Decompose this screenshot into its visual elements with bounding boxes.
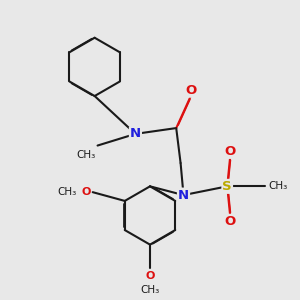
Text: CH₃: CH₃ [57, 187, 77, 197]
Text: N: N [178, 189, 189, 202]
Text: CH₃: CH₃ [268, 181, 287, 191]
Text: CH₃: CH₃ [77, 150, 96, 160]
Text: O: O [185, 84, 196, 97]
Text: O: O [224, 145, 236, 158]
Text: S: S [222, 180, 232, 193]
Text: O: O [145, 271, 155, 281]
Text: N: N [130, 128, 141, 140]
Text: CH₃: CH₃ [140, 285, 160, 296]
Text: O: O [82, 187, 91, 197]
Text: O: O [224, 215, 236, 228]
